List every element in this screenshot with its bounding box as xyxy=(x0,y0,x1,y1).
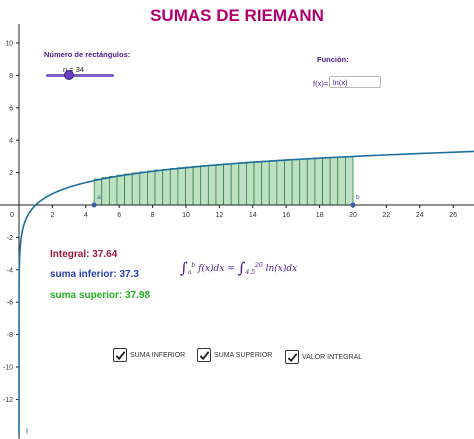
point-a-label: a xyxy=(97,194,101,201)
slider-label: Número de rectángulos: xyxy=(44,50,131,59)
y-tick-label: -4 xyxy=(7,267,13,274)
riemann-rectangle xyxy=(215,164,224,206)
checkbox-valor-integral[interactable]: VALOR INTEGRAL xyxy=(285,350,362,364)
checkbox-suma-superior[interactable]: SUMA SUPERIOR xyxy=(197,348,272,362)
formula-left-integrand: f(x)dx = xyxy=(198,264,235,274)
riemann-rectangle xyxy=(306,158,316,206)
integral-formula: ∫ab f(x)dx = ∫4.520 ln(x)dx xyxy=(180,259,298,277)
formula-upper-b: b xyxy=(191,262,196,269)
riemann-rectangle xyxy=(101,177,110,206)
x-tick-label: 14 xyxy=(249,212,257,219)
point-b xyxy=(350,202,356,208)
function-prefix: f(x)= xyxy=(313,79,329,88)
formula-lower-value: 4.5 xyxy=(245,268,256,276)
formula-upper-value: 20 xyxy=(255,262,263,269)
check-icon[interactable] xyxy=(197,348,211,362)
formula-lower-a: a xyxy=(187,268,192,276)
riemann-rectangle xyxy=(169,168,179,206)
x-tick-label: 26 xyxy=(449,212,457,219)
y-tick-label: 6 xyxy=(9,105,13,112)
y-tick-label: 10 xyxy=(5,41,13,48)
checkbox-label: SUMA INFERIOR xyxy=(130,351,186,359)
riemann-rectangle xyxy=(253,161,263,206)
y-tick-label: -2 xyxy=(7,235,13,242)
curve-label: f xyxy=(26,429,28,436)
slider-handle[interactable] xyxy=(63,70,74,80)
x-tick-label: 24 xyxy=(416,212,424,219)
x-tick-label: 8 xyxy=(151,212,155,219)
x-tick-label: 16 xyxy=(282,212,290,219)
riemann-rectangle xyxy=(284,159,293,206)
integral-result: Integral: 37.64 xyxy=(50,249,118,260)
x-tick-label: 22 xyxy=(383,212,391,219)
riemann-rectangle xyxy=(162,168,171,206)
y-tick-label: 8 xyxy=(9,73,13,80)
point-a xyxy=(91,202,97,208)
x-tick-label: 20 xyxy=(349,212,357,219)
riemann-rectangle xyxy=(185,166,194,206)
riemann-rectangle xyxy=(223,163,232,206)
riemann-rectangle xyxy=(131,172,141,206)
riemann-rectangle xyxy=(108,175,118,206)
riemann-rectangle xyxy=(93,178,103,206)
riemann-rectangle xyxy=(291,158,301,206)
origin-label: 0 xyxy=(10,212,14,219)
slider-value: n = 34 xyxy=(63,65,85,74)
y-tick-label: -10 xyxy=(3,365,13,372)
x-tick-label: 2 xyxy=(50,212,54,219)
checkbox-suma-inferior[interactable]: SUMA INFERIOR xyxy=(113,348,185,362)
x-tick-label: 18 xyxy=(316,212,324,219)
riemann-rectangle xyxy=(238,162,247,206)
riemann-rectangle xyxy=(268,160,278,206)
riemann-rectangle xyxy=(299,158,308,206)
point-b-label: b xyxy=(356,194,360,201)
y-tick-label: 2 xyxy=(9,170,13,177)
riemann-rectangle xyxy=(329,156,339,206)
riemann-rectangle xyxy=(200,165,209,206)
page-title: SUMAS DE RIEMANN xyxy=(150,6,324,25)
riemann-rectangle xyxy=(207,164,217,206)
x-tick-label: 4 xyxy=(84,212,88,219)
upper-sum-result: suma superior: 37.98 xyxy=(50,290,151,301)
riemann-rectangle xyxy=(261,160,270,206)
rectangles-slider[interactable] xyxy=(46,74,114,77)
x-tick-label: 6 xyxy=(117,212,121,219)
lower-sum-result: suma inferior: 37.3 xyxy=(50,269,139,280)
riemann-rectangle xyxy=(124,173,133,206)
riemann-rectangle xyxy=(344,156,354,206)
x-tick-label: 10 xyxy=(182,212,190,219)
formula-right-integrand: ln(x)dx xyxy=(265,264,298,274)
function-label: Función: xyxy=(317,55,349,64)
x-tick-label: 12 xyxy=(216,212,224,219)
riemann-rectangle xyxy=(177,167,186,206)
riemann-rectangle xyxy=(322,157,331,206)
function-input[interactable]: ln(x) xyxy=(329,76,381,88)
riemann-rectangle xyxy=(337,156,346,206)
y-tick-label: 4 xyxy=(9,138,13,145)
checkbox-label: SUMA SUPERIOR xyxy=(214,351,273,359)
riemann-rectangle xyxy=(230,162,240,206)
check-icon[interactable] xyxy=(285,350,299,364)
riemann-rectangle xyxy=(147,170,156,206)
riemann-rectangle xyxy=(139,171,148,206)
riemann-rectangle xyxy=(314,157,323,206)
y-tick-label: -6 xyxy=(7,300,13,307)
function-curve xyxy=(18,150,474,436)
riemann-rectangle xyxy=(116,174,126,206)
riemann-rectangle xyxy=(154,169,164,206)
y-tick-label: -8 xyxy=(7,332,13,339)
checkbox-label: VALOR INTEGRAL xyxy=(302,353,363,361)
riemann-rectangle xyxy=(276,159,285,206)
y-tick-label: -12 xyxy=(3,397,13,404)
riemann-rectangle xyxy=(192,165,202,206)
riemann-rectangle xyxy=(246,161,255,206)
check-icon[interactable] xyxy=(113,348,127,362)
